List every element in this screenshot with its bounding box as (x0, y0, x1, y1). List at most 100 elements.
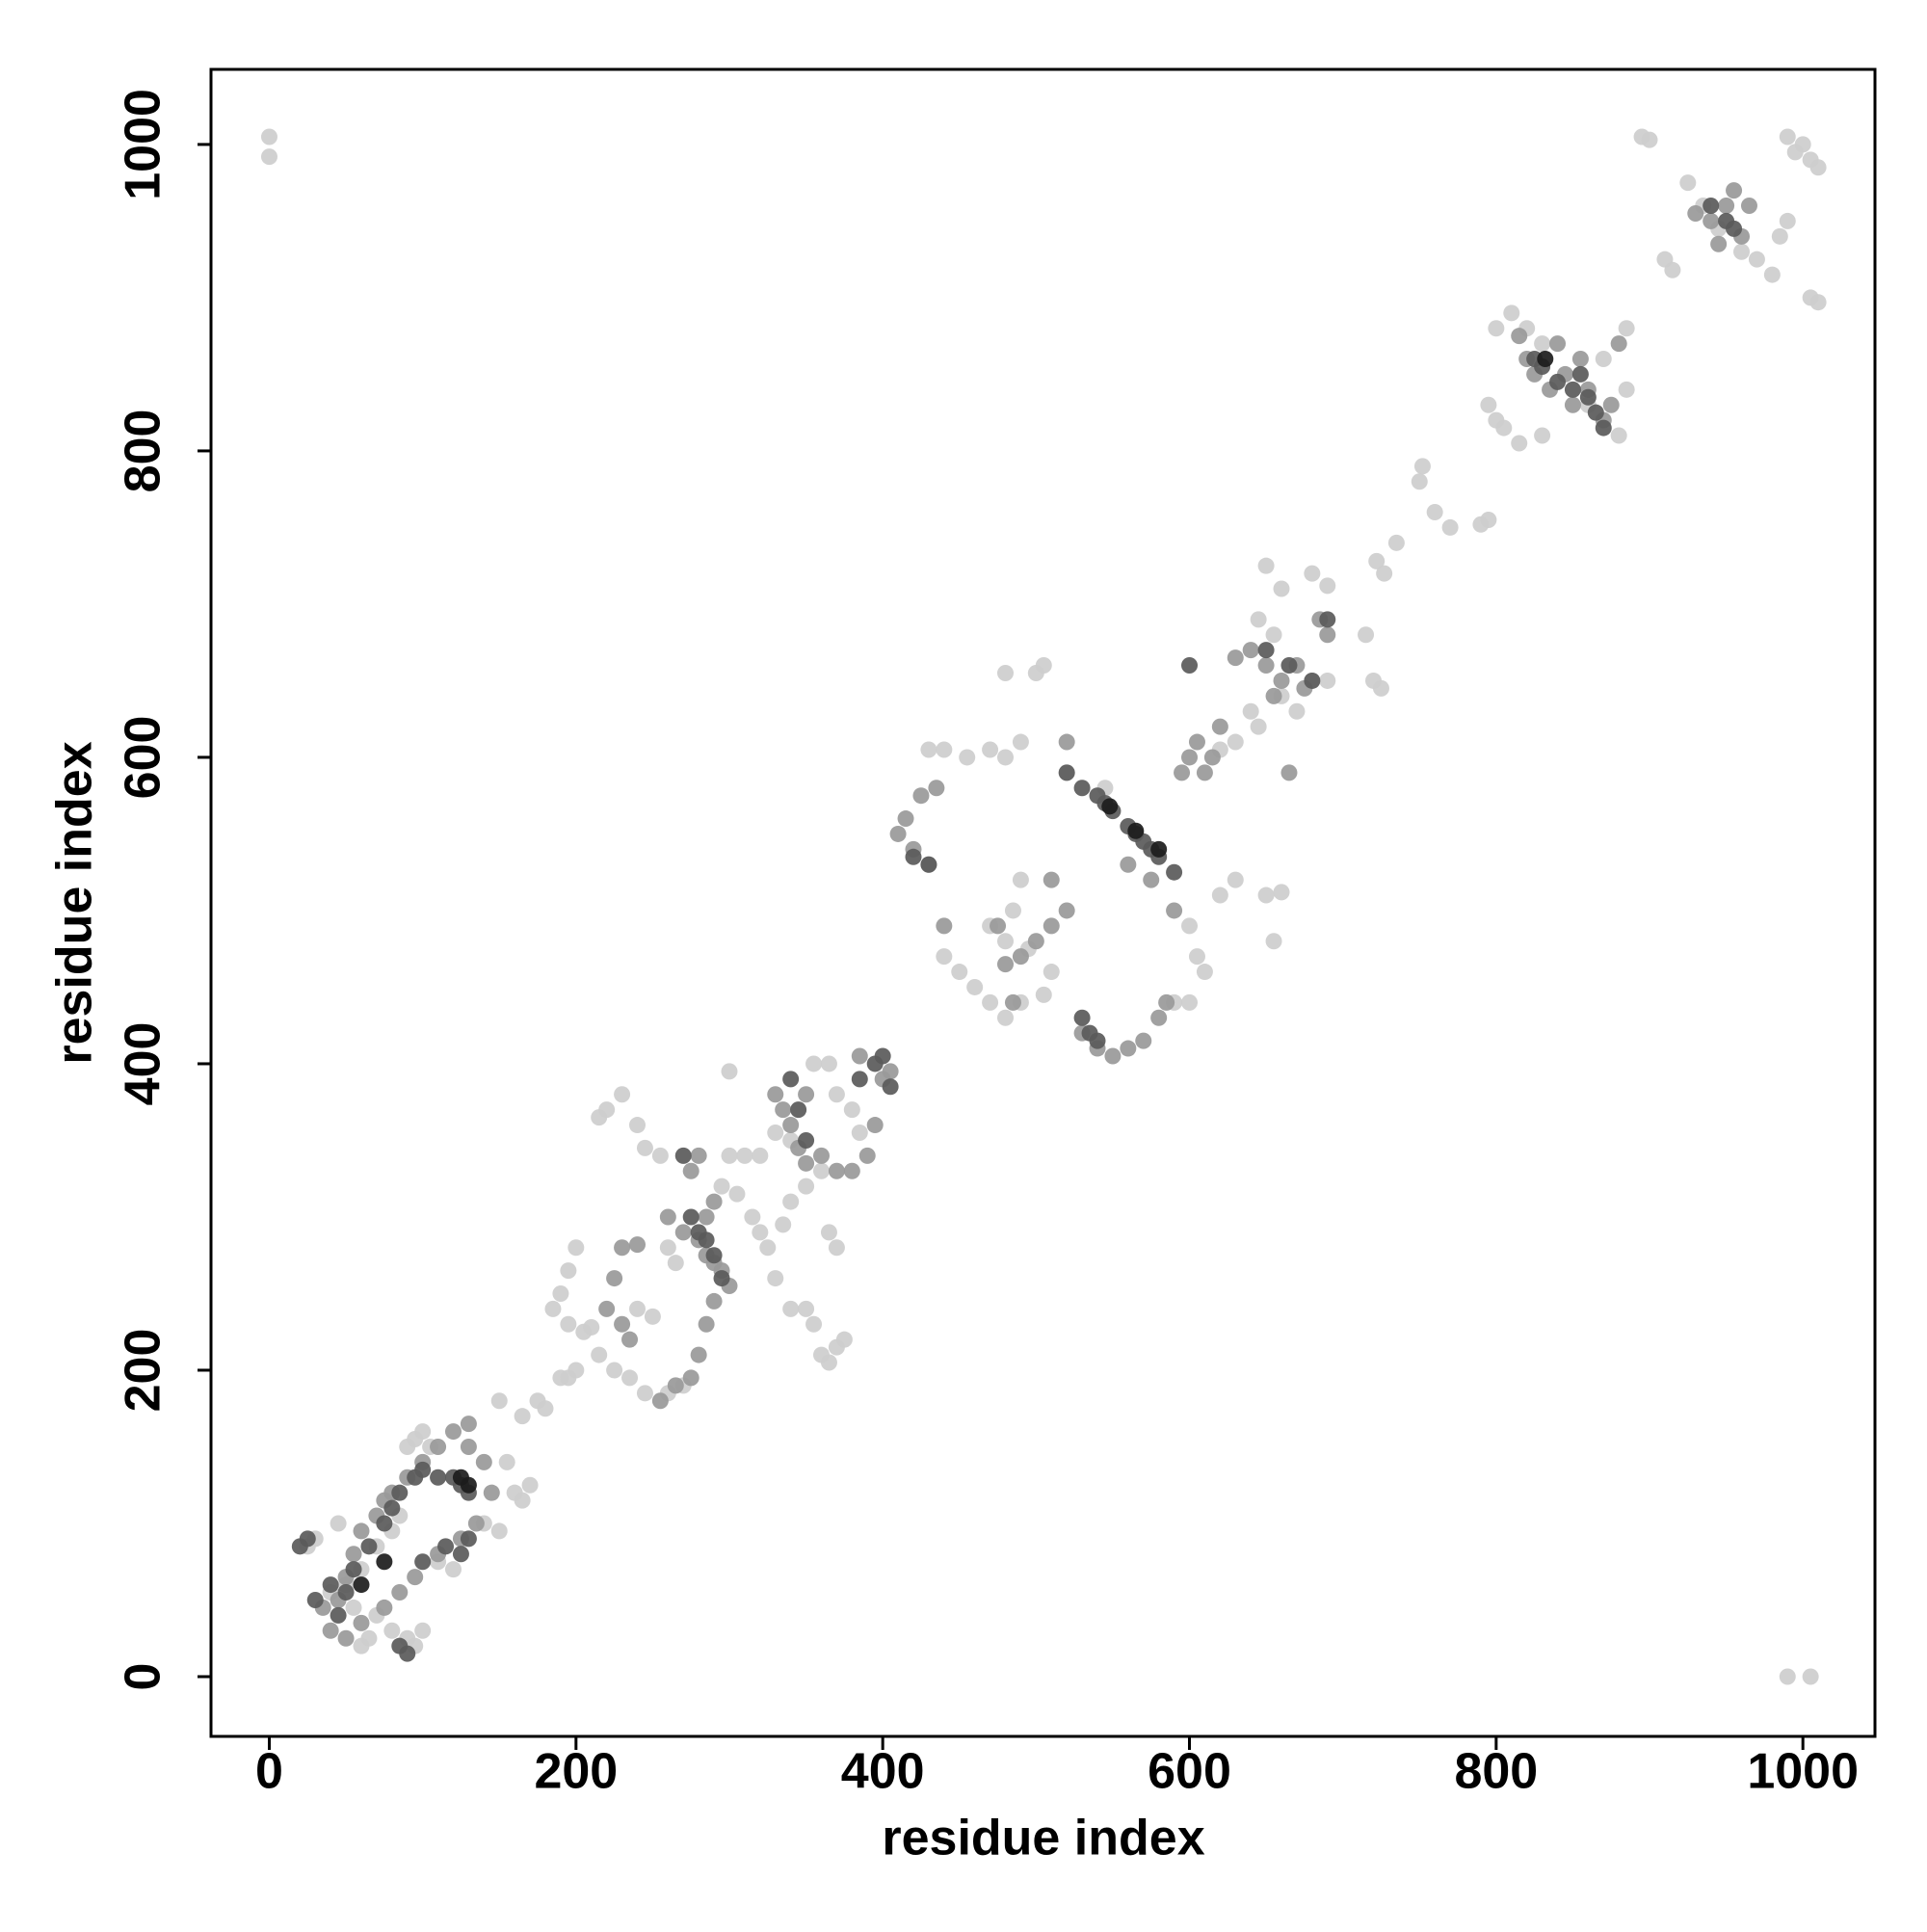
point (345, 1599, 362, 1616)
point (337, 1629, 355, 1647)
point (782, 1300, 800, 1317)
point (1733, 243, 1751, 260)
point (1771, 227, 1788, 245)
point (843, 1101, 860, 1119)
point (682, 1369, 700, 1387)
point (1319, 626, 1336, 644)
point (1181, 657, 1199, 675)
point (798, 1154, 815, 1172)
point (721, 1147, 738, 1164)
point (767, 1270, 784, 1287)
point (1174, 764, 1191, 781)
point (1196, 964, 1213, 981)
point (1073, 1009, 1091, 1026)
point (1150, 840, 1168, 858)
point (614, 1239, 631, 1257)
point (1511, 435, 1528, 452)
points (260, 128, 1827, 1685)
point (1280, 657, 1298, 675)
point (690, 1346, 707, 1363)
point (920, 856, 937, 873)
point (1181, 917, 1199, 935)
point (1273, 672, 1290, 689)
point (437, 1538, 455, 1555)
point (1058, 733, 1075, 751)
point (1227, 733, 1244, 751)
point (1763, 266, 1781, 283)
point (798, 1178, 815, 1195)
point (1166, 902, 1183, 919)
point (537, 1400, 554, 1417)
point (560, 1315, 577, 1333)
point (1073, 780, 1091, 797)
point (858, 1147, 876, 1164)
point (698, 1231, 715, 1249)
point (798, 1300, 815, 1317)
point (430, 1469, 447, 1486)
point (260, 128, 277, 146)
point (1511, 328, 1528, 345)
point (1211, 718, 1228, 735)
point (690, 1147, 707, 1164)
point (835, 1331, 853, 1348)
point (1257, 657, 1275, 675)
point (1786, 144, 1804, 161)
point (682, 1208, 700, 1226)
point (659, 1239, 676, 1257)
y-tick-label: 800 (116, 410, 172, 493)
point (759, 1239, 777, 1257)
point (905, 848, 922, 865)
point (1227, 649, 1244, 667)
point (636, 1139, 653, 1156)
point (812, 1147, 830, 1164)
y-axis-title: residue index (47, 741, 103, 1064)
point (667, 1377, 684, 1394)
point (851, 1125, 868, 1142)
x-tick-label: 0 (255, 1744, 283, 1800)
point (1480, 511, 1497, 528)
point (1610, 427, 1627, 444)
point (1779, 212, 1796, 229)
point (606, 1270, 623, 1287)
point (444, 1561, 462, 1578)
point (805, 1315, 823, 1333)
point (1488, 320, 1505, 337)
point (828, 1239, 845, 1257)
point (614, 1086, 631, 1103)
point (299, 1530, 316, 1548)
point (407, 1569, 424, 1586)
point (376, 1553, 393, 1571)
point (1127, 822, 1145, 839)
point (1304, 672, 1321, 689)
point (982, 741, 999, 758)
point (621, 1331, 639, 1348)
point (928, 780, 945, 797)
point (560, 1262, 577, 1280)
point (407, 1469, 424, 1486)
point (667, 1255, 684, 1272)
point (1679, 174, 1697, 192)
point (674, 1147, 692, 1164)
point (1319, 672, 1336, 689)
point (1257, 887, 1275, 904)
point (1710, 235, 1728, 252)
point (990, 917, 1007, 935)
y-tick-label: 0 (116, 1663, 172, 1691)
point (1188, 733, 1205, 751)
point (1150, 1009, 1168, 1026)
point (997, 933, 1015, 950)
point (698, 1315, 715, 1333)
point (1587, 404, 1604, 421)
point (798, 1086, 815, 1103)
point (260, 148, 277, 166)
point (936, 948, 953, 966)
point (498, 1453, 515, 1470)
point (1242, 702, 1259, 720)
point (353, 1522, 370, 1540)
point (1288, 702, 1306, 720)
point (345, 1561, 362, 1578)
point (391, 1584, 409, 1601)
point (1265, 687, 1282, 704)
point (552, 1284, 569, 1302)
point (912, 787, 930, 805)
